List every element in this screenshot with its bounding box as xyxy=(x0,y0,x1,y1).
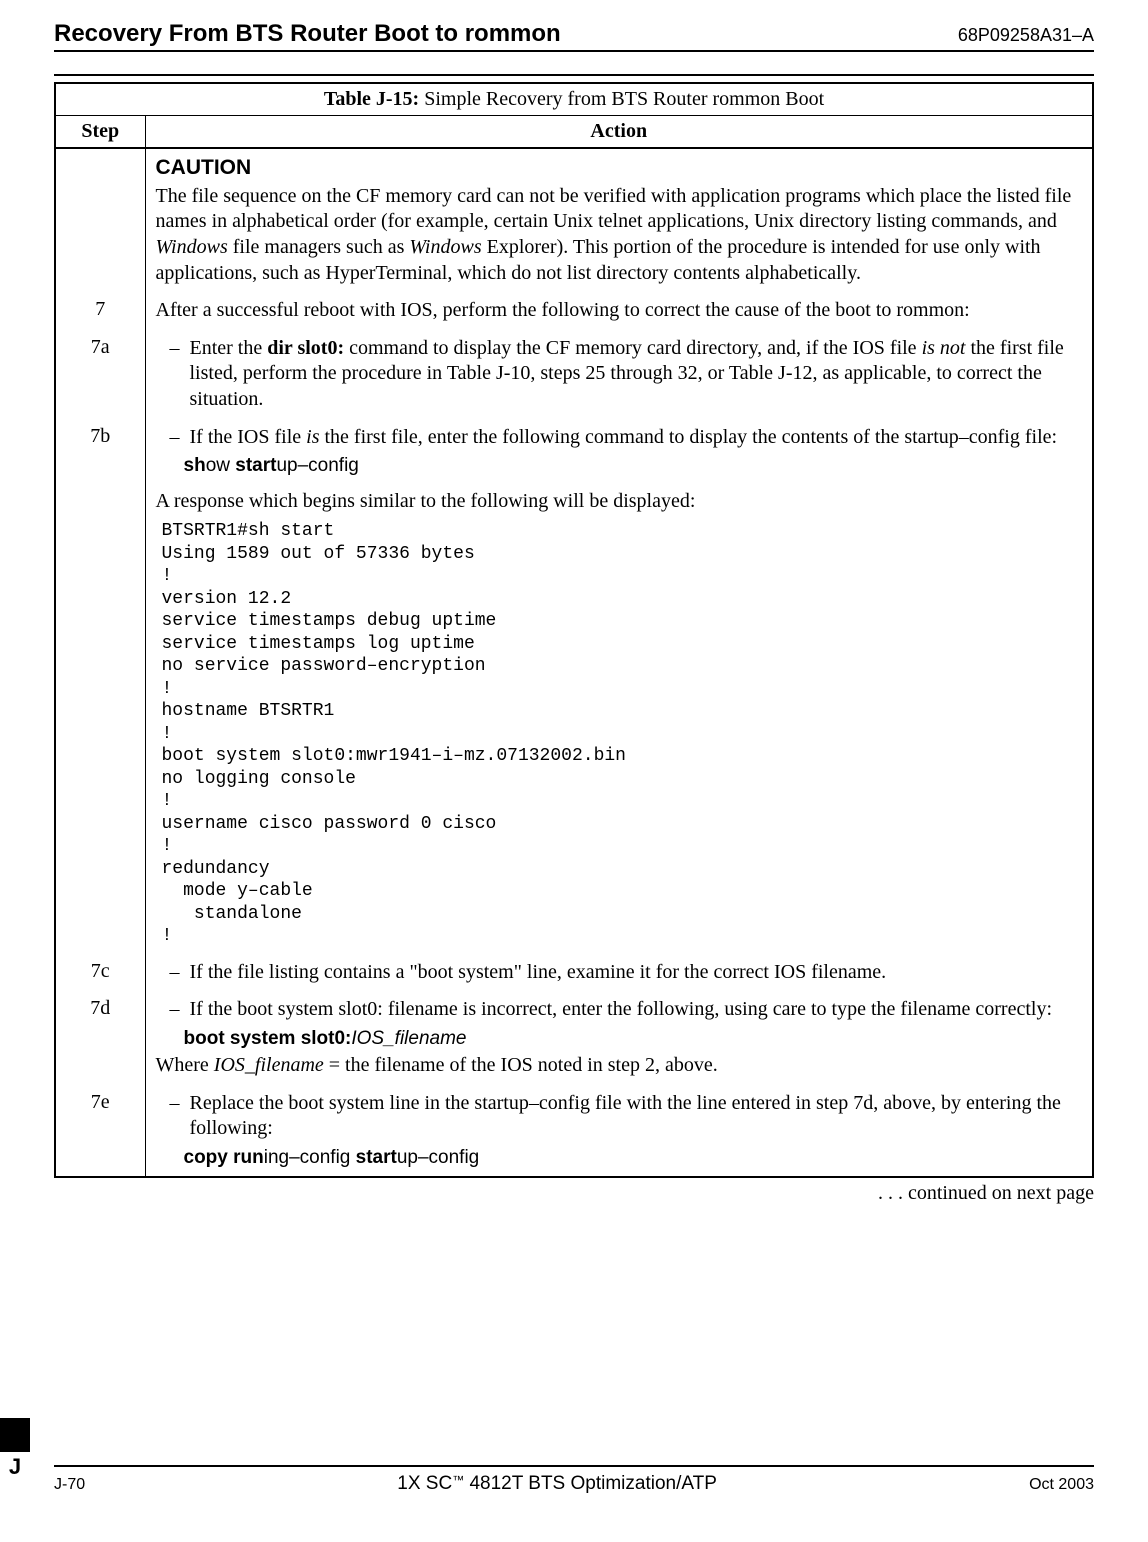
text-7c: If the file listing contains a "boot sys… xyxy=(190,960,1083,986)
cmd-7d: boot system slot0:IOS_filename xyxy=(156,1027,1083,1051)
continued-note: . . . continued on next page xyxy=(54,1182,1094,1205)
page-header: Recovery From BTS Router Boot to rommon … xyxy=(54,20,1094,52)
7a-p0: Enter the xyxy=(190,337,268,359)
where-7d: Where IOS_filename = the filename of the… xyxy=(156,1053,1083,1079)
caution-body: The file sequence on the CF memory card … xyxy=(156,184,1083,286)
content-area: Table J-15: Simple Recovery from BTS Rou… xyxy=(54,74,1094,1205)
dash-7b: – xyxy=(170,425,180,451)
footer-center-post: 4812T BTS Optimization/ATP xyxy=(464,1473,717,1494)
step-7d: 7d xyxy=(55,991,145,1085)
table-header-row: Step Action xyxy=(55,116,1093,149)
resp-intro-7b: A response which begins similar to the f… xyxy=(156,489,1083,515)
action-7a: – Enter the dir slot0: command to displa… xyxy=(145,330,1093,419)
where-post: = the filename of the IOS noted in step … xyxy=(324,1054,718,1076)
dash-7d: – xyxy=(170,997,180,1023)
appendix-tab-block xyxy=(0,1418,30,1452)
cmd-7e-r2: ing–config xyxy=(264,1147,351,1168)
action-7e: – Replace the boot system line in the st… xyxy=(145,1085,1093,1178)
step-7e: 7e xyxy=(55,1085,145,1178)
appendix-tab-label: J xyxy=(0,1454,30,1480)
text-7d: If the boot system slot0: filename is in… xyxy=(190,997,1083,1023)
action-7: After a successful reboot with IOS, perf… xyxy=(145,292,1093,330)
7b-p0: If the IOS file xyxy=(190,426,307,448)
cmd-7b-r1: ow xyxy=(206,455,236,476)
footer-tm: ™ xyxy=(452,1473,464,1487)
cmd-7b-r2: up–config xyxy=(276,455,358,476)
footer-date: Oct 2003 xyxy=(1029,1476,1094,1494)
table-caption: Table J-15: Simple Recovery from BTS Rou… xyxy=(55,83,1093,116)
step-7: 7 xyxy=(55,292,145,330)
row-7a: 7a – Enter the dir slot0: command to dis… xyxy=(55,330,1093,419)
cmd-7b-b2: start xyxy=(235,455,276,476)
7b-p1: is xyxy=(306,426,319,448)
table-caption-row: Table J-15: Simple Recovery from BTS Rou… xyxy=(55,83,1093,116)
row-7: 7 After a successful reboot with IOS, pe… xyxy=(55,292,1093,330)
where-pre: Where xyxy=(156,1054,214,1076)
dash-7e: – xyxy=(170,1091,180,1142)
header-docid: 68P09258A31–A xyxy=(958,25,1094,46)
col-step: Step xyxy=(55,116,145,149)
row-7c: 7c – If the file listing contains a "boo… xyxy=(55,954,1093,992)
caution-part-0: The file sequence on the CF memory card … xyxy=(156,185,1072,233)
7a-p2: command to display the CF memory card di… xyxy=(344,337,921,359)
7a-p1: dir slot0: xyxy=(267,337,344,359)
header-title: Recovery From BTS Router Boot to rommon xyxy=(54,20,561,48)
text-7e: Replace the boot system line in the star… xyxy=(190,1091,1083,1142)
caution-part-1: Windows xyxy=(156,236,228,258)
col-action: Action xyxy=(145,116,1093,149)
step-7b: 7b xyxy=(55,419,145,954)
row-7d: 7d – If the boot system slot0: filename … xyxy=(55,991,1093,1085)
cmd-7d-i: IOS_filename xyxy=(351,1028,466,1049)
row-7e: 7e – Replace the boot system line in the… xyxy=(55,1085,1093,1178)
cmd-7e-b3: start xyxy=(356,1147,397,1168)
cmd-7b: show startup–config xyxy=(156,454,1083,478)
cmd-7e-b1: copy xyxy=(184,1147,228,1168)
table-caption-text: Simple Recovery from BTS Router rommon B… xyxy=(419,88,824,110)
row-caution: CAUTION The file sequence on the CF memo… xyxy=(55,148,1093,292)
action-7b: – If the IOS file is the first file, ent… xyxy=(145,419,1093,954)
text-7b: If the IOS file is the first file, enter… xyxy=(190,425,1083,451)
caution-title: CAUTION xyxy=(156,155,1083,182)
caution-part-3: Windows xyxy=(409,236,481,258)
7b-p2: the first file, enter the following comm… xyxy=(319,426,1057,448)
cmd-7e-b2: run xyxy=(233,1147,264,1168)
action-7d: – If the boot system slot0: filename is … xyxy=(145,991,1093,1085)
page-footer: J-70 1X SC™ 4812T BTS Optimization/ATP O… xyxy=(54,1465,1094,1495)
7a-p3: is not xyxy=(922,337,966,359)
cmd-7e-r3: up–config xyxy=(397,1147,479,1168)
text-7a: Enter the dir slot0: command to display … xyxy=(190,336,1083,413)
table-caption-label: Table J-15: xyxy=(324,88,419,110)
dash-7c: – xyxy=(170,960,180,986)
cmd-7e: copy runing–config startup–config xyxy=(156,1146,1083,1170)
appendix-tab: J xyxy=(0,1418,30,1480)
cmd-7b-b1: sh xyxy=(184,455,206,476)
footer-page: J-70 xyxy=(54,1476,85,1494)
where-i: IOS_filename xyxy=(214,1054,324,1076)
footer-title: 1X SC™ 4812T BTS Optimization/ATP xyxy=(397,1473,717,1495)
step-cell-caution xyxy=(55,148,145,292)
mono-7b: BTSRTR1#sh start Using 1589 out of 57336… xyxy=(156,520,1083,948)
action-7c: – If the file listing contains a "boot s… xyxy=(145,954,1093,992)
dash-7a: – xyxy=(170,336,180,413)
procedure-table: Table J-15: Simple Recovery from BTS Rou… xyxy=(54,82,1094,1178)
footer-center-pre: 1X SC xyxy=(397,1473,452,1494)
step-7c: 7c xyxy=(55,954,145,992)
row-7b: 7b – If the IOS file is the first file, … xyxy=(55,419,1093,954)
step-7a: 7a xyxy=(55,330,145,419)
cmd-7d-b: boot system slot0: xyxy=(184,1028,352,1049)
action-cell-caution: CAUTION The file sequence on the CF memo… xyxy=(145,148,1093,292)
caution-part-2: file managers such as xyxy=(228,236,410,258)
